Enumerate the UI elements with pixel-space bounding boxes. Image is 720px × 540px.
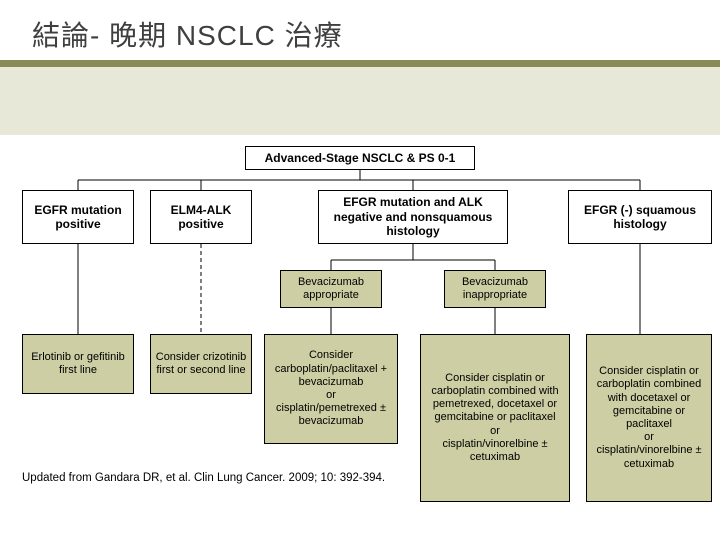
slide-title: 結論- 晚期 NSCLC 治療 [32,14,343,54]
node-bevacizumab-inappropriate: Bevacizumab inappropriate [444,270,546,308]
node-root: Advanced-Stage NSCLC & PS 0-1 [245,146,475,170]
node-bevacizumab-appropriate: Bevacizumab appropriate [280,270,382,308]
leaf-carbo-paclitaxel-bev: Consider carboplatin/paclitaxel + bevaci… [264,334,398,444]
citation-text: Updated from Gandara DR, et al. Clin Lun… [22,472,420,486]
leaf-cisplatin-squamous: Consider cisplatin or carboplatin combin… [586,334,712,502]
leaf-erlotinib-gefitinib: Erlotinib or gefitinibfirst line [22,334,134,394]
leaf-crizotinib: Consider crizotinib first or second line [150,334,252,394]
node-elm4alk-positive: ELM4-ALK positive [150,190,252,244]
leaf-cisplatin-nonsquamous: Consider cisplatin or carboplatin combin… [420,334,570,502]
node-efgr-alk-neg-nonsquamous: EFGR mutation and ALK negative and nonsq… [318,190,508,244]
node-egfr-positive: EGFR mutation positive [22,190,134,244]
node-efgr-neg-squamous: EFGR (-) squamous histology [568,190,712,244]
